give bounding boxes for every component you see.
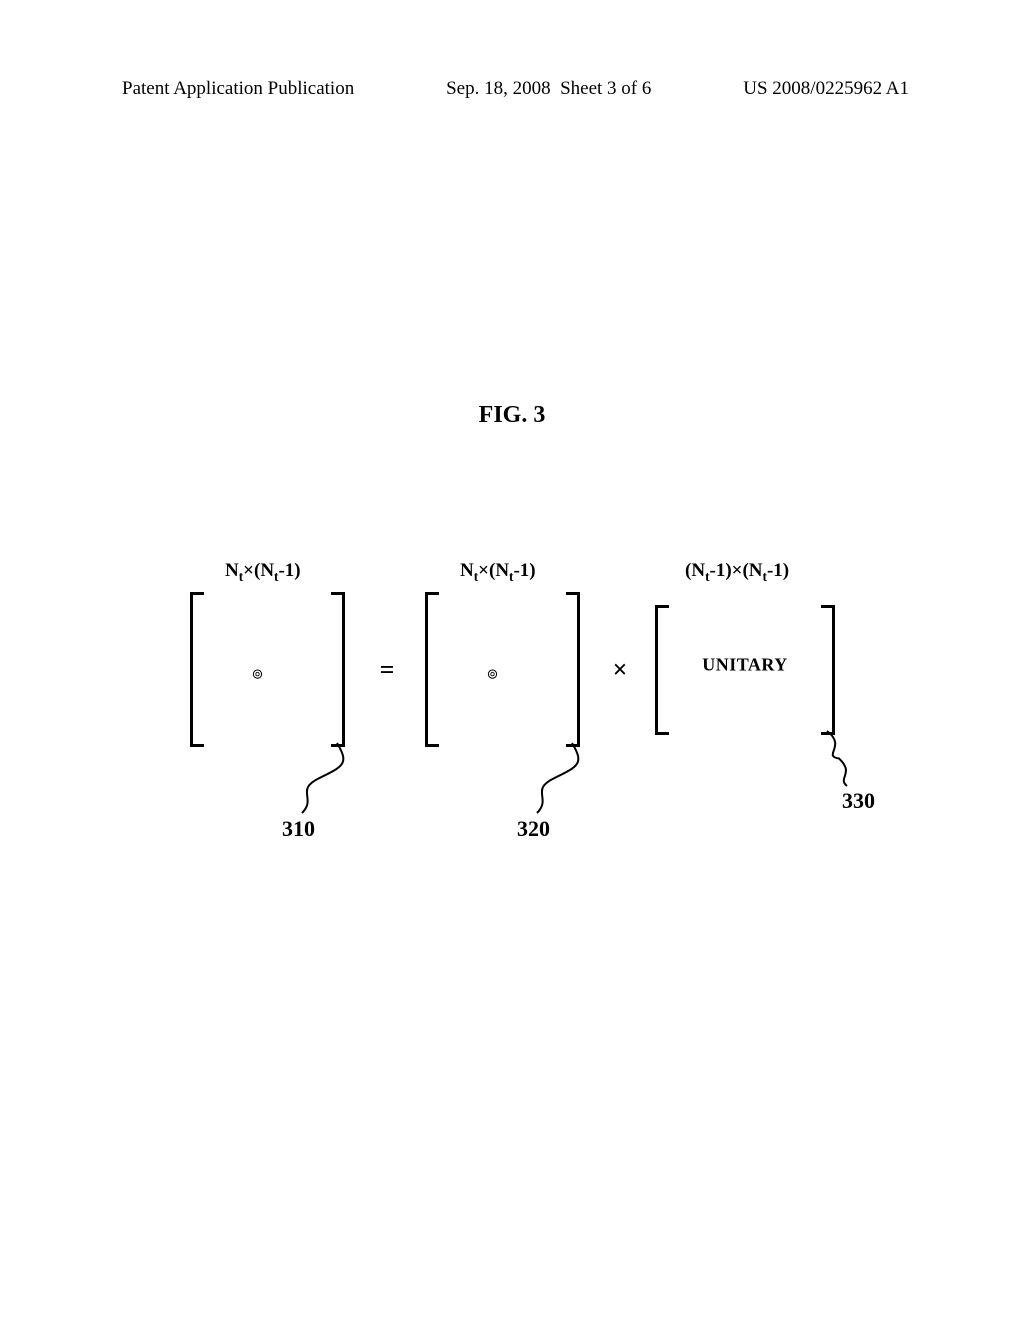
operator-symbol: = bbox=[380, 655, 395, 685]
bracket-right bbox=[821, 605, 835, 735]
matrix: UNITARY bbox=[655, 605, 835, 735]
bracket-left bbox=[655, 605, 669, 735]
leader-line bbox=[272, 738, 377, 828]
header-right: US 2008/0225962 A1 bbox=[743, 78, 909, 100]
operator-symbol: × bbox=[613, 655, 628, 685]
header-left: Patent Application Publication bbox=[122, 78, 354, 100]
matrix-dot-icon: ⊚ bbox=[487, 666, 499, 683]
figure-diagram: Nt×(Nt-1) ⊚ 310 Nt×(Nt-1) ⊚ 320 (Nt-1)×(Nt-1) U… bbox=[165, 560, 885, 840]
matrix: ⊚ bbox=[190, 592, 345, 747]
reference-number: 320 bbox=[517, 816, 550, 842]
bracket-left bbox=[190, 592, 204, 747]
matrix-dot-icon: ⊚ bbox=[252, 666, 264, 683]
bracket-left bbox=[425, 592, 439, 747]
header-center: Sep. 18, 2008 Sheet 3 of 6 bbox=[446, 78, 651, 100]
matrix-content-text: UNITARY bbox=[702, 655, 788, 676]
dimension-label: Nt×(Nt-1) bbox=[225, 560, 301, 585]
bracket-right bbox=[566, 592, 580, 747]
dimension-label: Nt×(Nt-1) bbox=[460, 560, 536, 585]
matrix: ⊚ bbox=[425, 592, 580, 747]
reference-number: 330 bbox=[842, 788, 875, 814]
figure-title: FIG. 3 bbox=[0, 402, 1024, 429]
dimension-label: (Nt-1)×(Nt-1) bbox=[685, 560, 789, 585]
page-header: Patent Application Publication Sep. 18, … bbox=[0, 78, 1024, 100]
leader-line bbox=[507, 738, 612, 828]
bracket-right bbox=[331, 592, 345, 747]
reference-number: 310 bbox=[282, 816, 315, 842]
